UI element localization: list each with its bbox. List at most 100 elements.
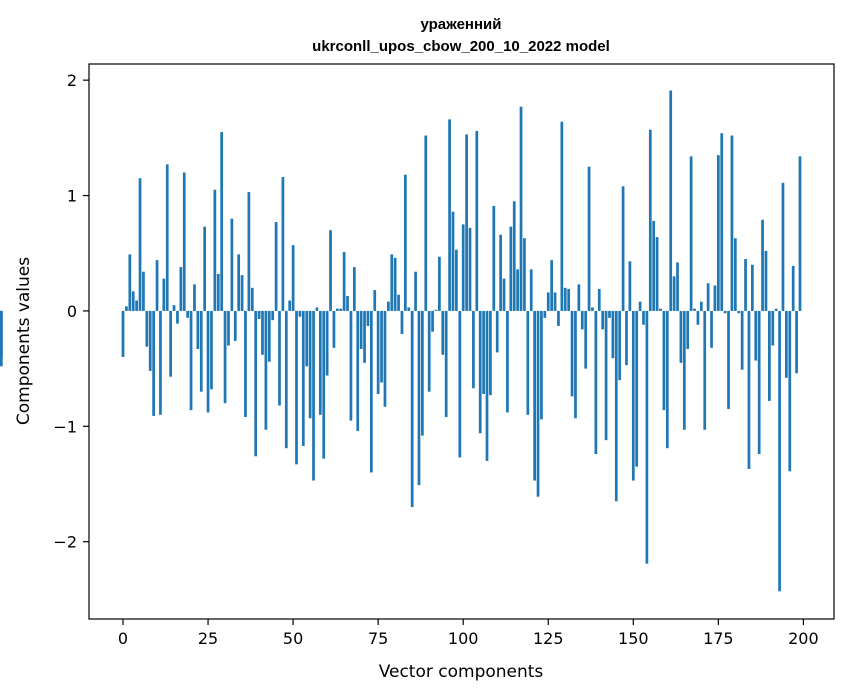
bar: [216, 274, 220, 311]
bar: [380, 310, 383, 383]
bar: [659, 308, 662, 311]
bar: [611, 310, 615, 359]
bar: [489, 310, 492, 396]
bar: [475, 130, 479, 311]
bar: [281, 177, 285, 311]
bar: [230, 218, 234, 311]
bar: [638, 301, 642, 311]
bar: [421, 310, 424, 436]
bar: [182, 172, 186, 311]
bar: [730, 135, 734, 311]
bar: [339, 308, 343, 311]
bar: [662, 310, 666, 411]
x-tick-label: 175: [703, 629, 734, 648]
bar: [560, 121, 564, 311]
bar: [220, 132, 224, 311]
bar: [550, 260, 554, 311]
bar: [655, 237, 659, 311]
bar: [713, 285, 717, 311]
bar: [733, 238, 737, 311]
bar: [196, 310, 200, 349]
bar: [642, 310, 645, 325]
bar: [771, 310, 775, 346]
bar: [744, 259, 747, 311]
bar: [240, 275, 244, 311]
bar: [427, 310, 431, 392]
bar: [176, 310, 179, 324]
bar: [795, 310, 798, 374]
bar: [250, 287, 254, 311]
bar: [444, 310, 448, 418]
bar: [648, 129, 652, 311]
bar: [526, 310, 530, 415]
bar: [608, 310, 611, 318]
bar: [267, 310, 271, 362]
bar: [495, 310, 499, 353]
bar: [781, 182, 785, 311]
bar: [703, 310, 707, 430]
bar: [570, 310, 574, 397]
bar: [597, 289, 601, 311]
y-tick-label: 1: [67, 187, 77, 206]
bar: [264, 310, 268, 430]
bar: [482, 310, 485, 394]
bar: [499, 234, 502, 311]
bar: [159, 310, 162, 415]
bar: [186, 310, 190, 318]
plot-frame: [88, 63, 835, 620]
bar: [145, 310, 149, 347]
bar: [699, 301, 703, 311]
bar: [580, 310, 584, 330]
bar: [352, 267, 356, 311]
bar: [329, 230, 332, 311]
bar: [740, 310, 744, 370]
bar: [193, 284, 196, 311]
bar: [448, 119, 451, 311]
y-axis-ticks: −2 −1 0 1 2: [53, 71, 89, 552]
bar: [142, 271, 145, 311]
bar: [747, 310, 751, 469]
bar: [373, 290, 377, 311]
bar: [472, 310, 475, 389]
bar: [764, 250, 768, 311]
bar: [318, 310, 322, 415]
bar: [618, 310, 622, 381]
x-axis-ticks: 0 25 50 75 100 125 150 175 200: [118, 619, 819, 648]
bar: [665, 310, 669, 449]
bar: [322, 310, 326, 459]
bar: [682, 310, 686, 430]
bar: [512, 201, 516, 311]
bar: [247, 192, 251, 311]
bar: [631, 310, 635, 481]
bar: [557, 310, 560, 326]
bar: [584, 310, 588, 369]
bar: [227, 310, 230, 346]
bar: [213, 189, 217, 311]
bar: [376, 310, 380, 394]
bar: [315, 307, 319, 311]
bar: [591, 307, 594, 311]
bar: [465, 134, 468, 311]
bar: [417, 310, 421, 486]
bar: [679, 310, 683, 363]
y-tick-label: −1: [53, 417, 77, 436]
bar: [774, 308, 778, 311]
bar: [553, 292, 557, 311]
bar: [536, 310, 540, 497]
bar: [274, 222, 278, 311]
bar: [257, 310, 261, 319]
bar: [131, 291, 135, 311]
bar: [121, 310, 125, 358]
bar: [295, 310, 298, 465]
bar: [325, 310, 329, 376]
bar: [169, 310, 172, 377]
bar: [237, 254, 241, 311]
x-tick-label: 150: [618, 629, 649, 648]
x-tick-label: 75: [368, 629, 388, 648]
bar: [567, 289, 571, 311]
bar: [431, 310, 434, 332]
bar: [768, 310, 771, 401]
bar: [716, 155, 720, 311]
bar: [696, 310, 700, 325]
bar: [410, 310, 414, 508]
